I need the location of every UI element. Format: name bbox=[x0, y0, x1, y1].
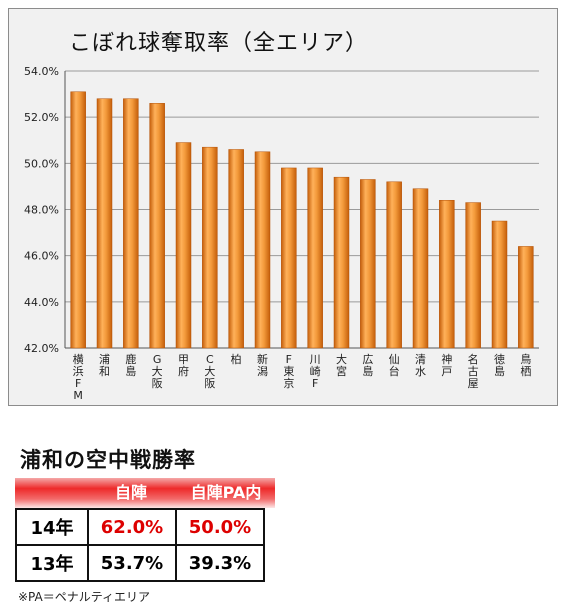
bar bbox=[149, 103, 165, 349]
bar bbox=[175, 142, 192, 349]
year-cell: 14年 bbox=[15, 508, 89, 546]
x-tick-label: 名古屋 bbox=[468, 352, 479, 390]
table-row: 14年 62.0% 50.0% bbox=[15, 508, 265, 546]
bar bbox=[228, 149, 244, 349]
header-own-half: 自陣 bbox=[114, 483, 147, 502]
x-tick-label: 徳島 bbox=[494, 353, 505, 378]
value-cell: 50.0% bbox=[175, 508, 265, 546]
y-tick-label: 54.0% bbox=[24, 65, 59, 78]
bar bbox=[465, 202, 481, 349]
x-tick-label: G 大阪 bbox=[152, 353, 163, 390]
table-row: 13年 53.7% 39.3% bbox=[15, 544, 265, 582]
x-tick-label: C 大阪 bbox=[204, 353, 215, 390]
bar bbox=[360, 179, 376, 349]
y-tick-label: 50.0% bbox=[24, 157, 59, 170]
x-tick-label: 甲府 bbox=[178, 353, 189, 378]
y-tick-label: 44.0% bbox=[24, 296, 59, 309]
value-cell: 53.7% bbox=[87, 544, 177, 582]
bar bbox=[333, 176, 350, 349]
bar bbox=[123, 98, 139, 349]
x-tick-label: 大宮 bbox=[336, 352, 347, 378]
bar bbox=[386, 181, 402, 349]
x-tick-label: 新潟 bbox=[257, 352, 268, 378]
bar bbox=[491, 220, 508, 349]
x-tick-label: 神戸 bbox=[441, 352, 452, 378]
bar bbox=[254, 151, 271, 349]
y-tick-label: 48.0% bbox=[24, 204, 59, 217]
bar bbox=[439, 200, 455, 349]
header-own-pa: 自陣PA内 bbox=[190, 483, 262, 502]
bar bbox=[281, 167, 297, 349]
bar bbox=[518, 246, 534, 349]
x-tick-label: 浦和 bbox=[99, 353, 110, 378]
table-header-band bbox=[15, 478, 275, 508]
x-tick-label: 広島 bbox=[362, 353, 373, 378]
y-tick-label: 46.0% bbox=[24, 250, 59, 263]
x-tick-label: 横浜 F M bbox=[73, 352, 84, 402]
x-tick-label: 仙台 bbox=[389, 353, 400, 378]
bar bbox=[202, 146, 218, 349]
value-cell: 62.0% bbox=[87, 508, 177, 546]
x-tick-label: 柏 bbox=[231, 352, 242, 366]
chart-title: こぼれ球奪取率（全エリア） bbox=[69, 31, 369, 56]
footnote: ※PA＝ペナルティエリア bbox=[18, 590, 151, 604]
bar-chart: 42.0% 44.0% 46.0% 48.0% 50.0% 52.0% 54.0% 横浜 F M… bbox=[24, 65, 539, 402]
year-cell: 13年 bbox=[15, 544, 89, 582]
bar bbox=[96, 98, 113, 349]
aerial-duel-title: 浦和の空中戦勝率 bbox=[20, 448, 196, 472]
y-tick-label: 52.0% bbox=[24, 111, 59, 124]
value-cell: 39.3% bbox=[175, 544, 265, 582]
x-tick-label: F 東京 bbox=[283, 353, 294, 390]
x-tick-label: 清水 bbox=[415, 353, 426, 378]
bar bbox=[70, 91, 86, 349]
aerial-duel-table: 14年 62.0% 50.0% 13年 53.7% 39.3% bbox=[15, 508, 265, 582]
x-tick-label: 鹿島 bbox=[125, 352, 136, 378]
chart-panel: 42.0% 44.0% 46.0% 48.0% 50.0% 52.0% 54.0% 横浜 F M… bbox=[8, 8, 558, 406]
x-tick-label: 鳥栖 bbox=[520, 352, 531, 378]
x-tick-label: 川崎 F bbox=[310, 353, 321, 390]
bar bbox=[307, 167, 323, 349]
bar bbox=[412, 188, 429, 349]
y-tick-label: 42.0% bbox=[24, 342, 59, 355]
